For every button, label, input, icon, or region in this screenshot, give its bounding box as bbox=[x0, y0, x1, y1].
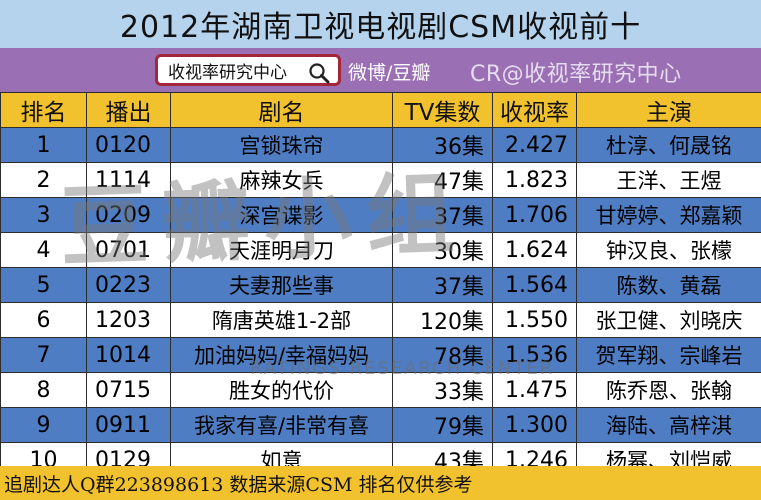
cr-credit: CR@收视率研究中心 bbox=[470, 62, 682, 87]
table-row: 2 1114 麻辣女兵 47集 1.823 王洋、王煜 bbox=[0, 162, 761, 198]
table-row: 1 0120 宫锁珠帘 36集 2.427 杜淳、何晟铭 bbox=[0, 127, 761, 163]
drama-cell: 加油妈妈/幸福妈妈 bbox=[170, 337, 393, 373]
table-row: 5 0223 夫妻那些事 37集 1.564 陈数、黄磊 bbox=[0, 267, 761, 303]
drama-cell: 夫妻那些事 bbox=[170, 267, 393, 303]
drama-cell: 麻辣女兵 bbox=[170, 162, 393, 198]
episodes-cell: 33集 bbox=[392, 372, 493, 408]
broadcast-cell: 0223 bbox=[86, 267, 171, 303]
rank-cell: 4 bbox=[0, 232, 87, 268]
rank-cell: 6 bbox=[0, 302, 87, 338]
rank-cell: 2 bbox=[0, 162, 87, 198]
episodes-cell: 79集 bbox=[392, 407, 493, 443]
rank-cell: 7 bbox=[0, 337, 87, 373]
episodes-cell: 47集 bbox=[392, 162, 493, 198]
broadcast-cell: 1014 bbox=[86, 337, 171, 373]
cast-cell: 海陆、高梓淇 bbox=[576, 407, 761, 443]
cast-cell: 陈乔恩、张翰 bbox=[576, 372, 761, 408]
rank-cell: 5 bbox=[0, 267, 87, 303]
rating-cell: 1.475 bbox=[492, 372, 577, 408]
header-rank: 排名 bbox=[0, 92, 87, 128]
table-row: 9 0911 我家有喜/非常有喜 79集 1.300 海陆、高梓淇 bbox=[0, 407, 761, 443]
rating-cell: 1.550 bbox=[492, 302, 577, 338]
rating-cell: 1.300 bbox=[492, 407, 577, 443]
search-icon bbox=[309, 63, 330, 84]
rating-cell: 2.427 bbox=[492, 127, 577, 163]
page-title: 2012年湖南卫视电视剧CSM收视前十 bbox=[0, 0, 761, 48]
table-row: 8 0715 胜女的代价 33集 1.475 陈乔恩、张翰 bbox=[0, 372, 761, 408]
search-text: 收视率研究中心 bbox=[168, 62, 287, 83]
rank-cell: 9 bbox=[0, 407, 87, 443]
broadcast-cell: 0911 bbox=[86, 407, 171, 443]
rating-cell: 1.564 bbox=[492, 267, 577, 303]
rating-cell: 1.706 bbox=[492, 197, 577, 233]
rank-cell: 8 bbox=[0, 372, 87, 408]
cast-cell: 王洋、王煜 bbox=[576, 162, 761, 198]
header-rating: 收视率 bbox=[492, 92, 577, 128]
drama-cell: 宫锁珠帘 bbox=[170, 127, 393, 163]
header-broadcast: 播出 bbox=[86, 92, 171, 128]
cast-cell: 钟汉良、张檬 bbox=[576, 232, 761, 268]
banner: 收视率研究中心 微博/豆瓣 CR@收视率研究中心 bbox=[0, 48, 761, 92]
rating-cell: 1.536 bbox=[492, 337, 577, 373]
cast-cell: 贺军翔、宗峰岩 bbox=[576, 337, 761, 373]
drama-cell: 天涯明月刀 bbox=[170, 232, 393, 268]
episodes-cell: 120集 bbox=[392, 302, 493, 338]
rating-cell: 1.624 bbox=[492, 232, 577, 268]
cast-cell: 甘婷婷、郑嘉颖 bbox=[576, 197, 761, 233]
episodes-cell: 37集 bbox=[392, 197, 493, 233]
ratings-table: 排名 播出 剧名 TV集数 收视率 主演 1 0120 宫锁珠帘 36集 2.4… bbox=[0, 92, 761, 478]
rating-cell: 1.823 bbox=[492, 162, 577, 198]
table-header-row: 排名 播出 剧名 TV集数 收视率 主演 bbox=[0, 92, 761, 128]
table-row: 4 0701 天涯明月刀 30集 1.624 钟汉良、张檬 bbox=[0, 232, 761, 268]
header-drama: 剧名 bbox=[170, 92, 393, 128]
broadcast-cell: 0701 bbox=[86, 232, 171, 268]
cast-cell: 杜淳、何晟铭 bbox=[576, 127, 761, 163]
table-row: 6 1203 隋唐英雄1-2部 120集 1.550 张卫健、刘晓庆 bbox=[0, 302, 761, 338]
episodes-cell: 30集 bbox=[392, 232, 493, 268]
cast-cell: 张卫健、刘晓庆 bbox=[576, 302, 761, 338]
drama-cell: 隋唐英雄1-2部 bbox=[170, 302, 393, 338]
rank-cell: 1 bbox=[0, 127, 87, 163]
cast-cell: 陈数、黄磊 bbox=[576, 267, 761, 303]
episodes-cell: 37集 bbox=[392, 267, 493, 303]
broadcast-cell: 0209 bbox=[86, 197, 171, 233]
weibo-douban-label: 微博/豆瓣 bbox=[348, 62, 431, 84]
table-row: 3 0209 深宫谍影 37集 1.706 甘婷婷、郑嘉颖 bbox=[0, 197, 761, 233]
drama-cell: 胜女的代价 bbox=[170, 372, 393, 408]
rank-cell: 3 bbox=[0, 197, 87, 233]
broadcast-cell: 1203 bbox=[86, 302, 171, 338]
broadcast-cell: 1114 bbox=[86, 162, 171, 198]
episodes-cell: 78集 bbox=[392, 337, 493, 373]
search-box[interactable]: 收视率研究中心 bbox=[155, 54, 341, 86]
broadcast-cell: 0120 bbox=[86, 127, 171, 163]
drama-cell: 我家有喜/非常有喜 bbox=[170, 407, 393, 443]
footer-note: 追剧达人Q群223898613 数据来源CSM 排名仅供参考 bbox=[0, 466, 761, 500]
header-episodes: TV集数 bbox=[392, 92, 493, 128]
header-cast: 主演 bbox=[576, 92, 761, 128]
table-row: 7 1014 加油妈妈/幸福妈妈 78集 1.536 贺军翔、宗峰岩 bbox=[0, 337, 761, 373]
broadcast-cell: 0715 bbox=[86, 372, 171, 408]
drama-cell: 深宫谍影 bbox=[170, 197, 393, 233]
episodes-cell: 36集 bbox=[392, 127, 493, 163]
